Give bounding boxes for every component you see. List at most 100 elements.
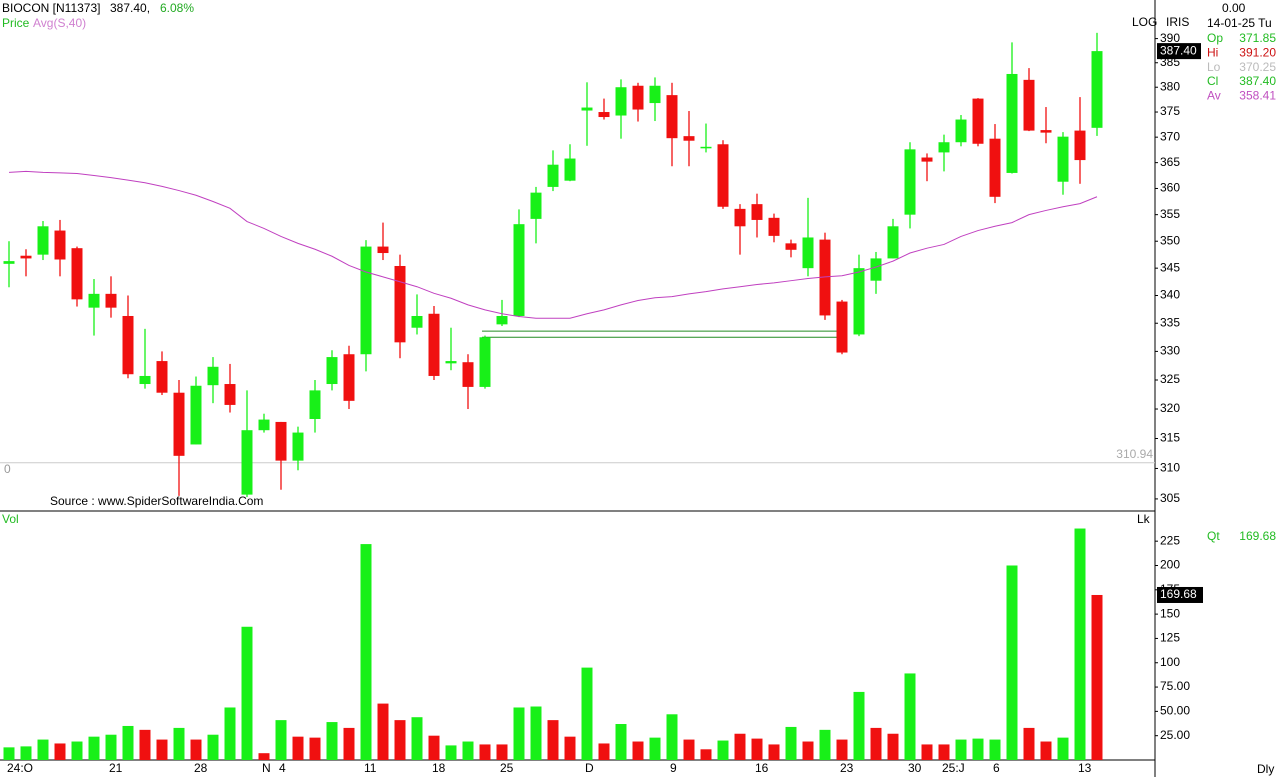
candle-body bbox=[360, 246, 372, 355]
candle-body bbox=[258, 419, 270, 431]
last-volume-box bbox=[1157, 586, 1203, 603]
candle-body bbox=[734, 208, 746, 227]
volume-bar bbox=[972, 738, 984, 760]
candle-body bbox=[156, 361, 168, 393]
volume-bar bbox=[3, 747, 15, 760]
y-tick-label: 305 bbox=[1160, 491, 1180, 505]
volume-bar bbox=[122, 725, 134, 760]
volume-bar bbox=[411, 717, 423, 760]
volume-bar bbox=[819, 729, 831, 760]
candle-body bbox=[513, 224, 525, 316]
period-label: Dly bbox=[1257, 762, 1274, 776]
candle-body bbox=[768, 217, 780, 236]
legend-price: Price bbox=[2, 16, 30, 30]
volume-tick-label: 100 bbox=[1160, 655, 1180, 669]
x-tick-label: 6 bbox=[993, 761, 1000, 775]
y-tick-label: 380 bbox=[1160, 79, 1180, 93]
candle-body bbox=[309, 390, 321, 419]
volume-bar bbox=[173, 727, 185, 760]
y-tick-label: 360 bbox=[1160, 181, 1180, 195]
volume-bar bbox=[666, 714, 678, 760]
y-tick-label: 355 bbox=[1160, 207, 1180, 221]
info-value: 0.00 bbox=[1222, 1, 1246, 15]
candle-body bbox=[904, 149, 916, 215]
x-tick-label: 30 bbox=[908, 761, 922, 775]
qty-label: Qt bbox=[1207, 529, 1220, 543]
volume-bar bbox=[360, 544, 372, 760]
candle-body bbox=[887, 226, 899, 259]
candle-body bbox=[343, 354, 355, 401]
volume-bar bbox=[462, 741, 474, 760]
reference-label: 310.94 bbox=[1116, 447, 1153, 461]
volume-bar bbox=[377, 703, 389, 760]
candle-body bbox=[785, 243, 797, 250]
y-tick-label: 390 bbox=[1160, 31, 1180, 45]
volume-bar bbox=[190, 739, 202, 760]
info-value: 387.40 bbox=[1239, 74, 1276, 88]
volume-tick-label: 50.00 bbox=[1160, 704, 1190, 718]
y-tick-label: 375 bbox=[1160, 104, 1180, 118]
y-tick-label: 350 bbox=[1160, 233, 1180, 247]
volume-bar bbox=[37, 739, 49, 760]
candle-body bbox=[122, 315, 134, 375]
volume-bar bbox=[955, 739, 967, 760]
y-tick-label: 335 bbox=[1160, 315, 1180, 329]
candle-body bbox=[54, 230, 66, 260]
y-tick-label: 340 bbox=[1160, 288, 1180, 302]
volume-bar bbox=[598, 743, 610, 760]
volume-bar bbox=[207, 734, 219, 760]
x-tick-label: 24:O bbox=[7, 761, 33, 775]
candle-body bbox=[428, 313, 440, 376]
volume-bar bbox=[870, 727, 882, 760]
volume-bar bbox=[547, 720, 559, 760]
candle-body bbox=[802, 237, 814, 269]
candle-body bbox=[853, 268, 865, 335]
x-tick-label: 23 bbox=[840, 761, 854, 775]
volume-bar bbox=[734, 733, 746, 760]
volume-bar bbox=[343, 727, 355, 760]
volume-tick-label: 25.00 bbox=[1160, 728, 1190, 742]
volume-bar bbox=[496, 744, 508, 760]
y-tick-label: 310 bbox=[1160, 461, 1180, 475]
candle-body bbox=[870, 258, 882, 281]
volume-bar bbox=[836, 739, 848, 760]
candle-body bbox=[955, 119, 967, 143]
candle-body bbox=[1091, 51, 1103, 128]
volume-bar bbox=[309, 737, 321, 760]
info-label: Lo bbox=[1207, 60, 1221, 74]
x-tick-label: 25 bbox=[500, 761, 514, 775]
x-tick-label: 25:J bbox=[942, 761, 965, 775]
candle-body bbox=[20, 255, 32, 259]
x-tick-label: 16 bbox=[755, 761, 769, 775]
candle-body bbox=[496, 315, 508, 325]
volume-unit: Lk bbox=[1137, 512, 1151, 526]
y-tick-label: 325 bbox=[1160, 372, 1180, 386]
volume-tick-label: 125 bbox=[1160, 631, 1180, 645]
candle-body bbox=[105, 293, 117, 308]
left-zero: 0 bbox=[4, 462, 11, 476]
candle-body bbox=[292, 432, 304, 461]
candle-body bbox=[989, 138, 1001, 197]
volume-bar bbox=[224, 707, 236, 760]
candle-body bbox=[632, 85, 644, 110]
volume-bar bbox=[1091, 594, 1103, 760]
volume-bar bbox=[921, 744, 933, 760]
candle-body bbox=[139, 375, 151, 385]
volume-bar bbox=[1040, 741, 1052, 760]
candle-body bbox=[1074, 130, 1086, 161]
volume-bar bbox=[71, 741, 83, 760]
qty-value: 169.68 bbox=[1239, 529, 1276, 543]
moving-average-line bbox=[8, 170, 1098, 319]
candle-body bbox=[1057, 136, 1069, 182]
x-tick-label: 21 bbox=[109, 761, 123, 775]
candle-body bbox=[598, 112, 610, 118]
volume-bar bbox=[1074, 528, 1086, 760]
candle-body bbox=[173, 392, 185, 456]
legend-average: Avg(S,40) bbox=[33, 16, 86, 30]
candle-body bbox=[819, 239, 831, 316]
candle-body bbox=[479, 337, 491, 387]
volume-bar bbox=[581, 667, 593, 760]
x-tick-label: N bbox=[262, 761, 271, 775]
volume-bar bbox=[1006, 565, 1018, 760]
info-label: Op bbox=[1207, 31, 1223, 45]
